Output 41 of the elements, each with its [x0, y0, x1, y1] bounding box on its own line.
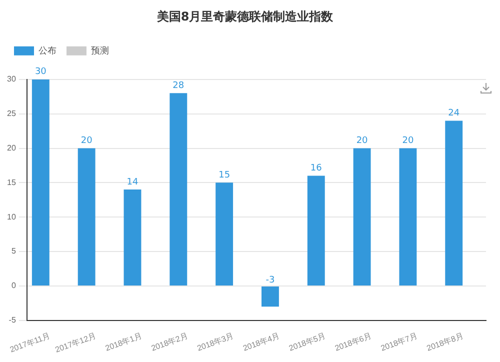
y-tick-label: -5 [8, 316, 16, 325]
y-tick-label: 20 [6, 143, 16, 152]
legend-label: 预测 [91, 45, 109, 56]
y-tick-label: 25 [6, 109, 16, 118]
data-label: 24 [448, 108, 460, 119]
x-tick-label: 2017年11月 [8, 331, 52, 354]
data-label: 20 [402, 136, 414, 146]
bar [353, 148, 371, 286]
data-label: 20 [80, 136, 93, 146]
data-label: 14 [126, 177, 138, 188]
x-tick-label: 2018年6月 [334, 331, 373, 353]
y-tick-label: 5 [11, 246, 16, 256]
bar [262, 286, 279, 307]
y-tick-label: 15 [6, 178, 16, 187]
bar [307, 176, 325, 286]
x-tick-label: 2017年12月 [54, 331, 98, 354]
bar [170, 93, 188, 286]
y-tick-label: 10 [6, 212, 16, 222]
legend-label: 公布 [38, 45, 56, 56]
bar [32, 79, 50, 286]
x-tick-label: 2018年1月 [104, 331, 144, 353]
bar [399, 148, 417, 286]
bar [124, 190, 142, 286]
chart-title: 美国8月里奇蒙德联储制造业指数 [156, 9, 334, 24]
bar [216, 182, 234, 286]
x-tick-label: 2018年2月 [150, 331, 190, 353]
data-label: 30 [34, 67, 47, 78]
x-tick-label: 2018年3月 [196, 331, 235, 353]
bar [78, 148, 96, 286]
x-tick-label: 2018年4月 [242, 331, 281, 353]
x-tick-label: 2018年7月 [380, 331, 419, 353]
bar [445, 120, 463, 286]
data-label: 16 [310, 164, 322, 174]
y-tick-label: 30 [6, 74, 16, 84]
y-tick-label: 0 [11, 281, 16, 290]
data-label: 15 [218, 170, 230, 181]
x-tick-label: 2018年5月 [288, 331, 327, 353]
data-label: 20 [356, 136, 368, 146]
data-label: -3 [266, 275, 275, 286]
x-tick-label: 2018年8月 [426, 331, 464, 353]
data-label: 28 [172, 81, 184, 92]
